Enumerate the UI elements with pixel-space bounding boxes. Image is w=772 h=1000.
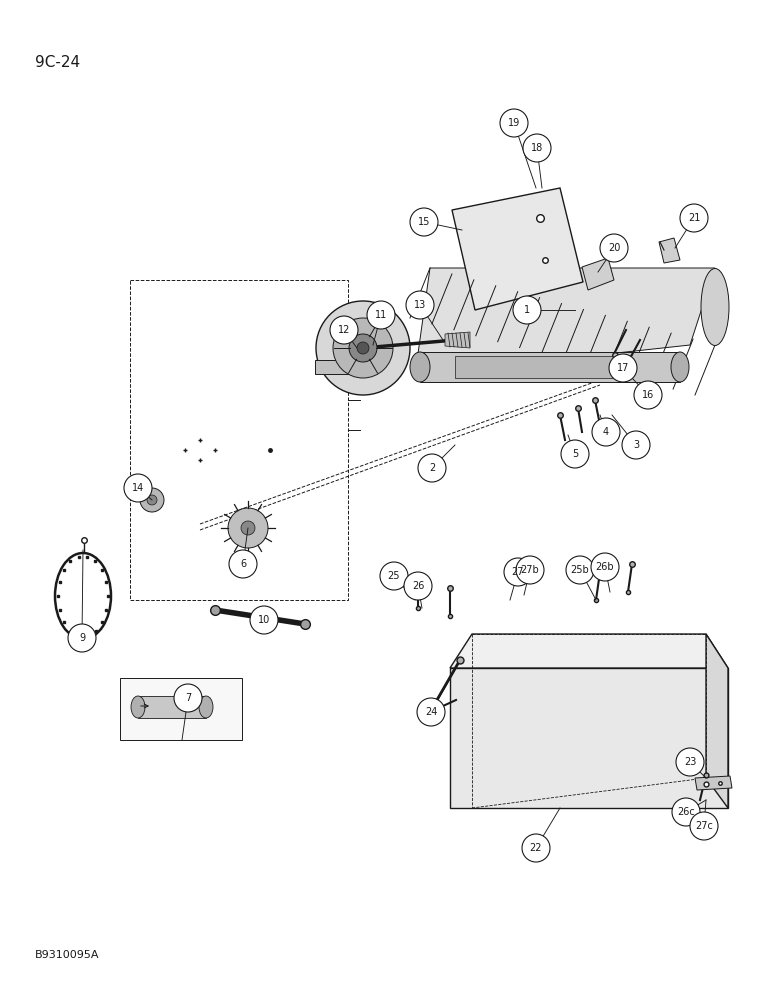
Circle shape: [250, 606, 278, 634]
Text: 13: 13: [414, 300, 426, 310]
Ellipse shape: [701, 268, 729, 346]
Circle shape: [561, 440, 589, 468]
Polygon shape: [450, 668, 728, 808]
Text: 1: 1: [524, 305, 530, 315]
Polygon shape: [695, 776, 732, 790]
Text: 20: 20: [608, 243, 620, 253]
Circle shape: [349, 334, 377, 362]
Text: 25b: 25b: [571, 565, 589, 575]
Text: B9310095A: B9310095A: [35, 950, 100, 960]
Text: 26c: 26c: [677, 807, 695, 817]
Circle shape: [124, 474, 152, 502]
Circle shape: [404, 572, 432, 600]
Text: 5: 5: [572, 449, 578, 459]
Circle shape: [523, 134, 551, 162]
Text: 14: 14: [132, 483, 144, 493]
Text: 4: 4: [603, 427, 609, 437]
Circle shape: [333, 318, 393, 378]
Text: 11: 11: [375, 310, 387, 320]
Bar: [120, 678, 242, 740]
Text: 22: 22: [530, 843, 542, 853]
Circle shape: [522, 834, 550, 862]
Polygon shape: [582, 258, 614, 290]
Circle shape: [690, 812, 718, 840]
Ellipse shape: [671, 352, 689, 382]
Circle shape: [410, 208, 438, 236]
Circle shape: [500, 109, 528, 137]
Text: 18: 18: [531, 143, 543, 153]
Circle shape: [600, 234, 628, 262]
Polygon shape: [659, 238, 680, 263]
Text: 12: 12: [338, 325, 350, 335]
Ellipse shape: [410, 352, 430, 382]
Text: 17: 17: [617, 363, 629, 373]
Circle shape: [418, 454, 446, 482]
Polygon shape: [706, 634, 728, 808]
Ellipse shape: [199, 696, 213, 718]
Circle shape: [68, 624, 96, 652]
Circle shape: [229, 550, 257, 578]
Text: 15: 15: [418, 217, 430, 227]
Circle shape: [174, 684, 202, 712]
Circle shape: [566, 556, 594, 584]
Text: 24: 24: [425, 707, 437, 717]
Circle shape: [513, 296, 541, 324]
Circle shape: [634, 381, 662, 409]
Circle shape: [330, 316, 358, 344]
Circle shape: [380, 562, 408, 590]
Ellipse shape: [131, 696, 145, 718]
Text: 6: 6: [240, 559, 246, 569]
Text: 27c: 27c: [695, 821, 713, 831]
Polygon shape: [415, 268, 715, 375]
Text: 26b: 26b: [596, 562, 615, 572]
Circle shape: [367, 301, 395, 329]
Text: 21: 21: [688, 213, 700, 223]
Circle shape: [591, 553, 619, 581]
Circle shape: [672, 798, 700, 826]
Circle shape: [680, 204, 708, 232]
Bar: [138, 696, 206, 718]
Circle shape: [516, 556, 544, 584]
Circle shape: [417, 698, 445, 726]
Text: 19: 19: [508, 118, 520, 128]
Circle shape: [609, 354, 637, 382]
Text: 16: 16: [642, 390, 654, 400]
Text: 3: 3: [633, 440, 639, 450]
Circle shape: [228, 508, 268, 548]
Text: 27b: 27b: [520, 565, 540, 575]
Circle shape: [622, 431, 650, 459]
Text: 9: 9: [79, 633, 85, 643]
Circle shape: [357, 342, 369, 354]
Polygon shape: [445, 332, 470, 348]
Circle shape: [676, 748, 704, 776]
Polygon shape: [450, 634, 728, 668]
Circle shape: [241, 521, 255, 535]
Circle shape: [147, 495, 157, 505]
Text: 7: 7: [185, 693, 191, 703]
Text: 23: 23: [684, 757, 696, 767]
Circle shape: [316, 301, 410, 395]
Bar: [315, 360, 357, 374]
Polygon shape: [420, 352, 680, 382]
Text: 10: 10: [258, 615, 270, 625]
Circle shape: [140, 488, 164, 512]
Text: 27: 27: [512, 567, 524, 577]
Text: 26: 26: [411, 581, 424, 591]
Circle shape: [592, 418, 620, 446]
Polygon shape: [452, 188, 583, 310]
Text: 9C-24: 9C-24: [35, 55, 80, 70]
Circle shape: [406, 291, 434, 319]
Circle shape: [504, 558, 532, 586]
Text: 2: 2: [429, 463, 435, 473]
Polygon shape: [455, 356, 625, 378]
Text: 25: 25: [388, 571, 400, 581]
